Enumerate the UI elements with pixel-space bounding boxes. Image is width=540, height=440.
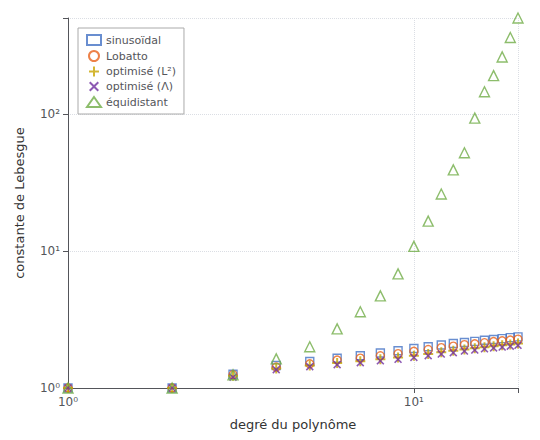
svg-text:optimisé (L²): optimisé (L²) [106, 65, 176, 78]
svg-text:Lobatto: Lobatto [106, 50, 148, 63]
svg-text:optimisé (Λ): optimisé (Λ) [106, 80, 173, 93]
svg-text:10¹: 10¹ [404, 395, 424, 409]
svg-text:constante de Lebesgue: constante de Lebesgue [12, 127, 27, 279]
svg-text:10¹: 10¹ [40, 244, 60, 258]
svg-text:degré du polynôme: degré du polynôme [230, 417, 357, 432]
svg-text:10⁰: 10⁰ [40, 381, 60, 395]
svg-text:équidistant: équidistant [106, 96, 169, 109]
svg-text:10⁰: 10⁰ [58, 395, 78, 409]
svg-text:sinusoïdal: sinusoïdal [106, 34, 161, 47]
svg-text:10²: 10² [40, 107, 60, 121]
